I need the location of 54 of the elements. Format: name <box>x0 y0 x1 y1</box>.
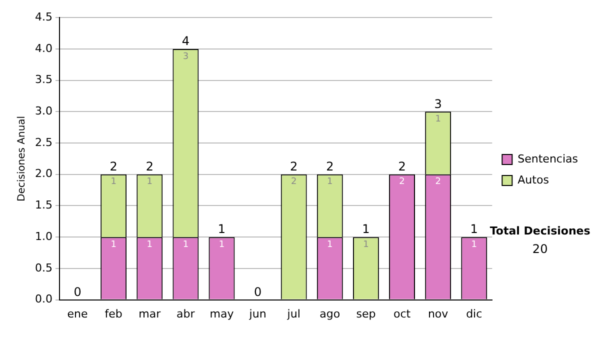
x-tick-label: feb <box>104 307 122 320</box>
x-tick-label: jul <box>286 307 300 320</box>
annotation: Total Decisiones <box>490 224 591 238</box>
y-tick-label: 3.5 <box>34 73 52 86</box>
data-label: 1 <box>327 177 333 188</box>
x-tick-label: sep <box>356 307 376 320</box>
data-label: 2 <box>290 177 297 188</box>
data-label: 1 <box>363 240 369 250</box>
y-tick-label: 2.5 <box>34 136 52 149</box>
total-label: 2 <box>290 160 298 174</box>
x-tick-label: oct <box>393 307 412 320</box>
total-label: 2 <box>398 160 406 174</box>
text: 20 <box>532 242 548 256</box>
data-label: 1 <box>146 240 152 250</box>
x-tick-label: mar <box>138 307 162 320</box>
data-label: 1 <box>435 114 441 125</box>
y-tick-label: 1.0 <box>34 230 52 243</box>
y-axis-title: Decisiones Anual <box>16 116 28 202</box>
total-label: 1 <box>218 222 226 236</box>
data-label: 1 <box>110 177 116 188</box>
data-label: 1 <box>471 240 477 250</box>
total-label: 0 <box>254 284 262 299</box>
data-label: 1 <box>327 240 333 250</box>
x-tick-label: may <box>210 307 234 320</box>
data-label: 1 <box>182 240 189 250</box>
total-label: 4 <box>182 34 190 48</box>
x-tick-label: nov <box>428 307 449 320</box>
total-label: 3 <box>434 96 442 111</box>
data-label: 1 <box>218 240 225 250</box>
data-label: 3 <box>182 52 189 62</box>
y-tick-label: 0.0 <box>34 292 52 306</box>
x-tick-label: jun <box>248 307 266 320</box>
y-tick-label: 4.5 <box>34 10 52 24</box>
x-tick-label: abr <box>176 307 196 320</box>
total-label: 2 <box>326 160 334 174</box>
total-label: 1 <box>470 222 478 236</box>
data-label: 1 <box>110 240 116 250</box>
y-tick-label: 0.5 <box>34 261 52 274</box>
data-label: 1 <box>146 177 152 188</box>
x-tick-label: ene <box>67 307 88 320</box>
y-tick-label: 1.5 <box>34 198 52 212</box>
total-label: 0 <box>74 284 82 299</box>
y-tick-label: 3.0 <box>34 104 52 118</box>
total-label: 1 <box>362 222 370 236</box>
data-label: 2 <box>399 177 405 188</box>
total-label: 2 <box>146 160 154 174</box>
y-tick-label: 4.0 <box>34 42 52 55</box>
y-tick-label: 2.0 <box>34 167 52 180</box>
x-tick-label: dic <box>466 307 482 320</box>
total-label: 2 <box>110 160 118 174</box>
legend-label: Sentencias <box>518 152 578 166</box>
x-tick-label: ago <box>320 307 340 320</box>
legend-label: Autos <box>518 173 550 186</box>
data-label: 2 <box>435 177 441 188</box>
